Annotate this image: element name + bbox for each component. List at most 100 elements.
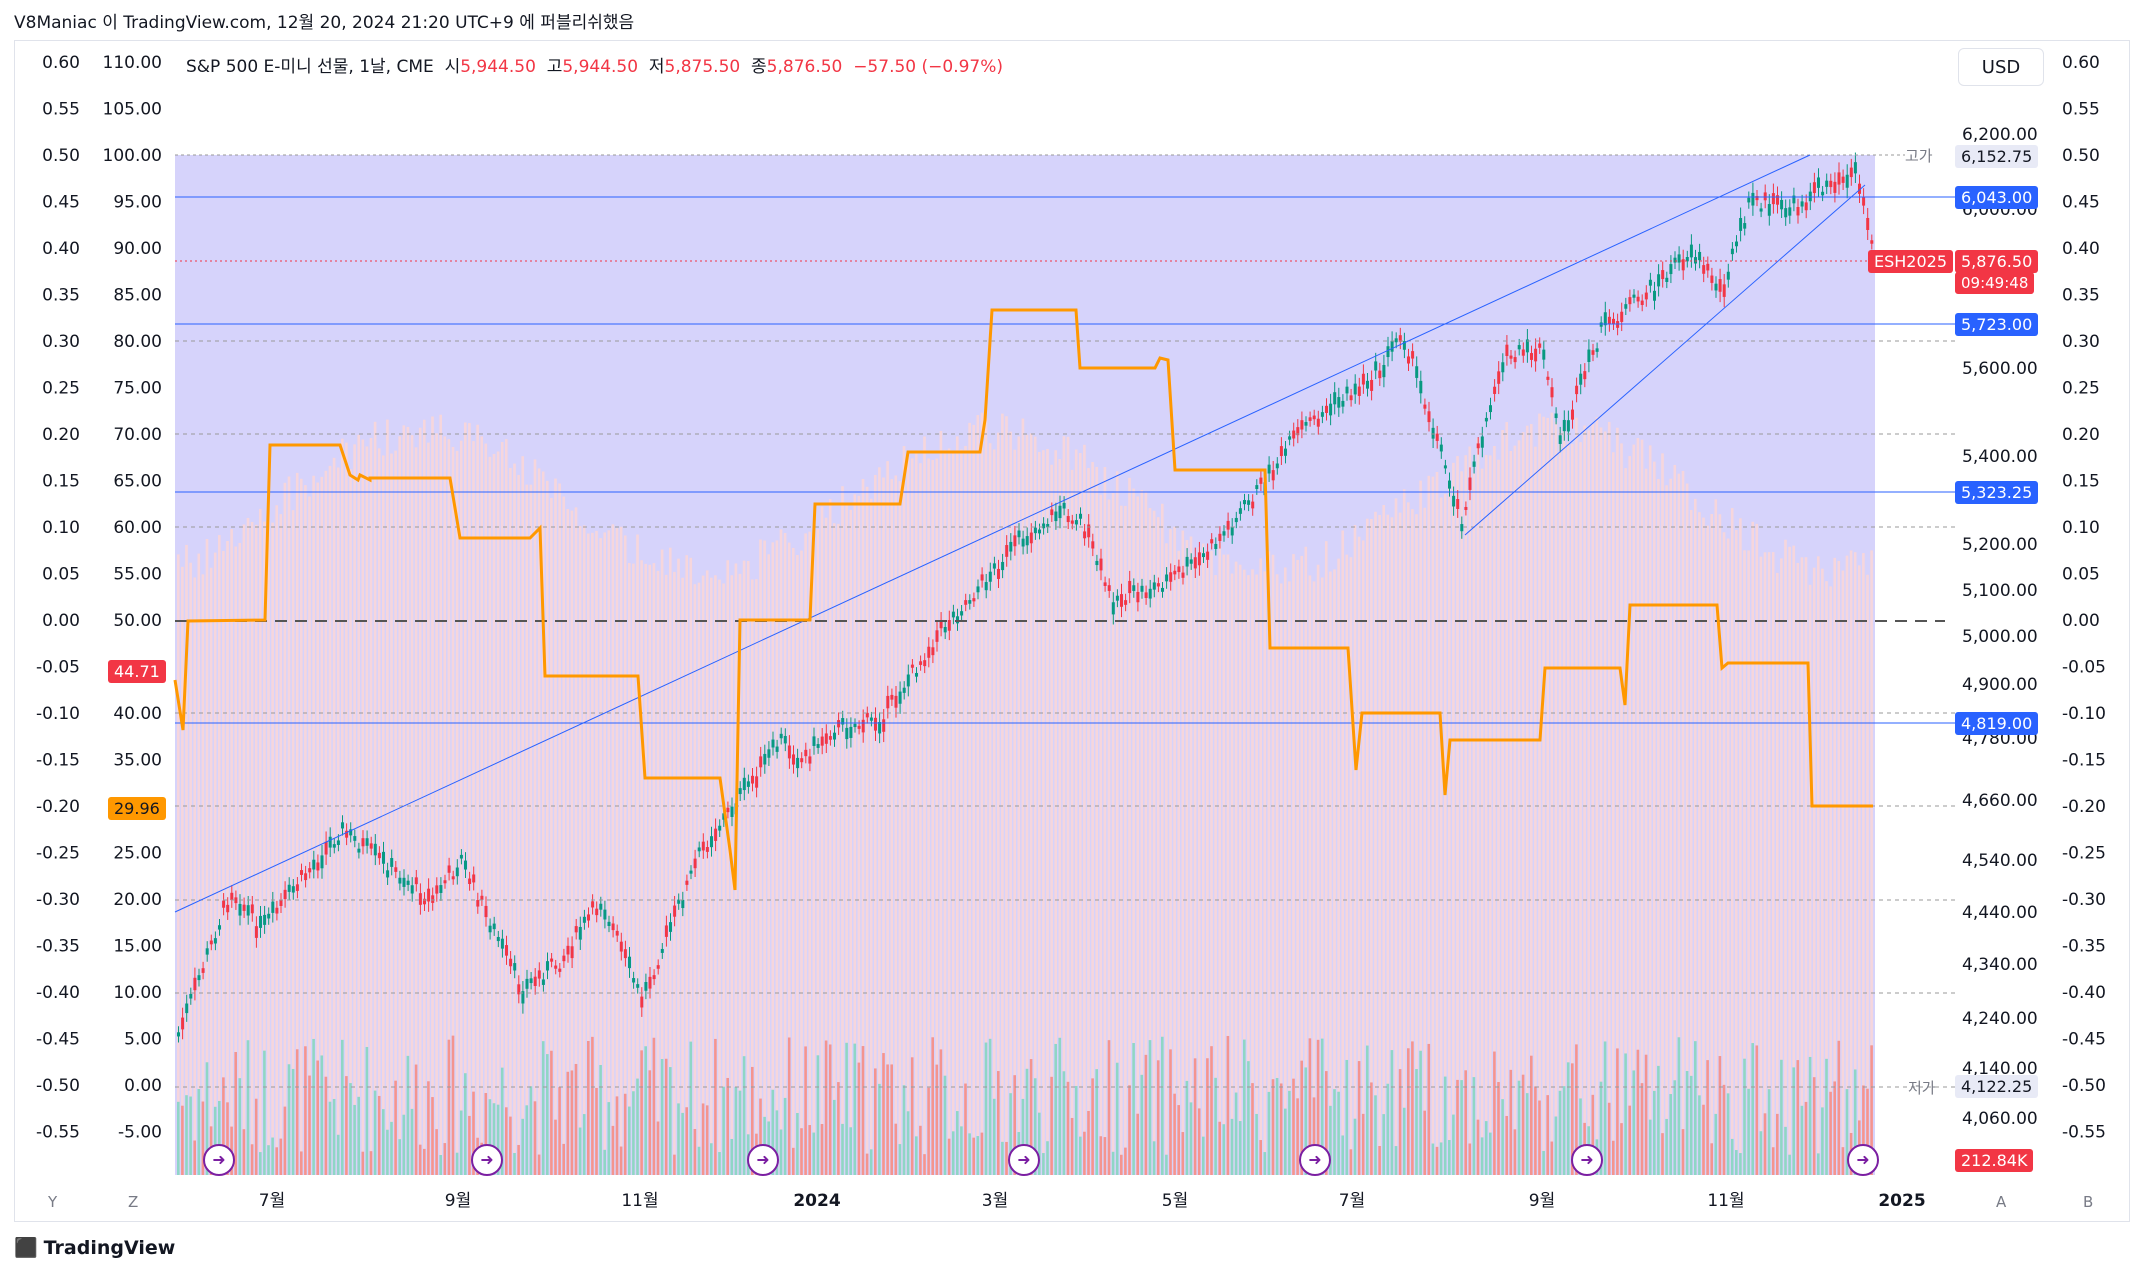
- histogram-bar: [1234, 1092, 1238, 1175]
- candle-body: [1091, 541, 1095, 549]
- histogram-bar: [751, 1066, 754, 1175]
- volume-profile-bar: [1021, 418, 1025, 1176]
- event-arrow-icon[interactable]: ➜: [747, 1144, 779, 1176]
- candle-body: [332, 844, 336, 848]
- volume-profile-bar: [1603, 431, 1607, 1175]
- histogram-bar: [1513, 1129, 1517, 1175]
- candle-body: [1489, 405, 1492, 413]
- volume-profile-bar: [1653, 461, 1656, 1175]
- histogram-bar: [816, 1055, 820, 1175]
- histogram-bar: [820, 1124, 824, 1175]
- histogram-bar: [185, 1095, 188, 1175]
- trendline-lower[interactable]: [1464, 184, 1866, 536]
- currency-button[interactable]: USD: [1958, 48, 2044, 86]
- volume-profile-bar: [824, 517, 828, 1175]
- volume-profile-bar: [1714, 499, 1718, 1175]
- candle-body: [1341, 400, 1345, 407]
- candle-body: [632, 978, 636, 983]
- author-line: V8Maniac 이 TradingView.com, 12월 20, 2024…: [14, 13, 635, 33]
- volume-profile-bar: [1685, 483, 1689, 1175]
- candle-body: [1661, 270, 1665, 280]
- candle-body: [1431, 427, 1435, 439]
- histogram-bar: [1415, 1069, 1418, 1175]
- left-axis-tick: -0.20: [36, 797, 80, 817]
- histogram-bar: [1189, 1102, 1193, 1175]
- histogram-bar: [1029, 1059, 1033, 1175]
- candle-body: [759, 756, 763, 768]
- volume-profile-bar: [980, 412, 984, 1175]
- volume-profile-bar: [1833, 557, 1836, 1175]
- histogram-bar: [582, 1114, 586, 1175]
- volume-profile-bar: [373, 421, 377, 1175]
- volume-profile-bar: [513, 463, 516, 1176]
- histogram-bar: [992, 1098, 996, 1175]
- candle-body: [1001, 561, 1005, 571]
- time-axis-tick: 7월: [259, 1191, 285, 1211]
- tradingview-logo[interactable]: ⬛ TradingView: [14, 1236, 175, 1260]
- candle-body: [943, 626, 947, 633]
- candle-body: [213, 938, 217, 944]
- volume-profile-bar: [1177, 550, 1180, 1175]
- event-arrow-icon[interactable]: ➜: [1008, 1144, 1040, 1176]
- volume-profile-bar: [1673, 464, 1677, 1176]
- histogram-bar: [874, 1068, 877, 1175]
- histogram-bar: [1230, 1118, 1234, 1175]
- price-axis-tick: 4,540.00: [1962, 851, 2038, 871]
- candle-body: [1624, 304, 1628, 309]
- event-arrow-icon[interactable]: ➜: [471, 1144, 503, 1176]
- event-arrow-icon[interactable]: ➜: [1571, 1144, 1603, 1176]
- candle-body: [1337, 397, 1341, 408]
- auto-scale-button[interactable]: A: [1996, 1193, 2007, 1211]
- trendline-upper[interactable]: [174, 154, 1811, 913]
- right-axis-tick: 0.30: [2062, 332, 2100, 352]
- candle-body: [181, 1017, 185, 1030]
- candle-body: [377, 852, 381, 859]
- right-axis-tick: -0.15: [2062, 751, 2106, 771]
- histogram-bar: [1591, 1094, 1595, 1175]
- volume-profile-bar: [464, 422, 467, 1176]
- volume-profile-bar: [365, 446, 369, 1175]
- histogram-bar: [246, 1040, 250, 1175]
- candle-body: [558, 968, 562, 972]
- histogram-bar: [1747, 1088, 1750, 1175]
- y-axis-button[interactable]: Y: [48, 1193, 58, 1211]
- candle-body: [1644, 292, 1648, 300]
- histogram-bar: [1132, 1043, 1135, 1175]
- histogram-bar: [562, 1143, 565, 1175]
- z-axis-button[interactable]: Z: [128, 1193, 139, 1211]
- volume-profile-bar: [619, 526, 623, 1175]
- histogram-bar: [1366, 1045, 1369, 1175]
- candle-body: [1148, 588, 1152, 599]
- candle-body: [1517, 345, 1521, 350]
- volume-profile-bar: [1776, 572, 1779, 1175]
- histogram-bar: [828, 1044, 832, 1175]
- volume-profile-bar: [677, 558, 680, 1175]
- histogram-bar: [1730, 1138, 1734, 1175]
- right-axis-tick: -0.50: [2062, 1076, 2106, 1096]
- event-arrow-icon[interactable]: ➜: [1847, 1144, 1879, 1176]
- histogram-bar: [796, 1113, 799, 1175]
- histogram-bar: [1607, 1102, 1611, 1175]
- volume-profile-bar: [1243, 569, 1246, 1175]
- histogram-bar: [673, 1154, 676, 1175]
- volume-profile-bar: [1800, 557, 1804, 1175]
- candle-body: [968, 600, 972, 604]
- volume-profile-bar: [1316, 564, 1320, 1175]
- candle-body: [783, 735, 787, 744]
- histogram-bar: [984, 1042, 988, 1175]
- b-button[interactable]: B: [2083, 1193, 2094, 1211]
- event-arrow-icon[interactable]: ➜: [1299, 1144, 1331, 1176]
- candle-body: [1468, 477, 1472, 490]
- histogram-bar: [644, 1046, 647, 1175]
- candle-body: [1370, 379, 1374, 391]
- volume-profile-bar: [1669, 478, 1672, 1176]
- histogram-bar: [1349, 1149, 1353, 1175]
- volume-profile-bar: [1222, 554, 1226, 1175]
- left-axis-tick: 0.35: [42, 286, 80, 306]
- event-arrow-icon[interactable]: ➜: [203, 1144, 235, 1176]
- chart-frame[interactable]: [14, 40, 2130, 1222]
- volume-profile-bar: [1001, 413, 1004, 1175]
- open-label: 시: [444, 57, 461, 77]
- histogram-bar: [1763, 1113, 1767, 1175]
